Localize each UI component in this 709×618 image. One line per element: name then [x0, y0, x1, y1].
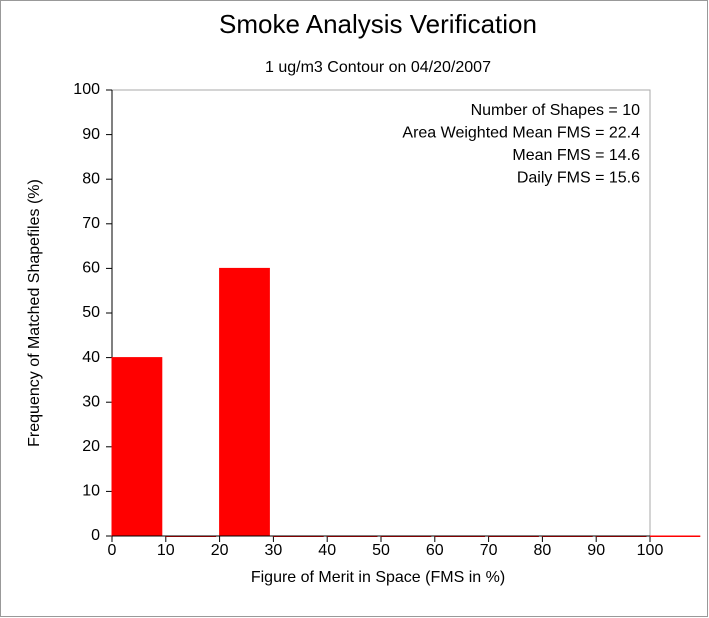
bar: [219, 267, 270, 537]
y-tick-label: 100: [73, 81, 100, 98]
x-tick-label: 40: [318, 542, 336, 559]
y-tick-label: 60: [82, 260, 100, 277]
y-tick-label: 10: [82, 483, 100, 500]
bar: [111, 357, 163, 537]
x-tick-label: 90: [587, 542, 605, 559]
y-tick-label: 20: [82, 438, 100, 455]
y-tick-label: 0: [91, 527, 100, 544]
bar: [649, 535, 701, 537]
y-tick-label: 50: [82, 304, 100, 321]
annotation: Daily FMS = 15.6: [517, 170, 640, 187]
x-tick-label: 100: [637, 542, 664, 559]
y-tick-label: 90: [82, 126, 100, 143]
annotation: Area Weighted Mean FMS = 22.4: [402, 125, 640, 142]
y-tick-label: 70: [82, 215, 100, 232]
x-tick-label: 30: [265, 542, 283, 559]
x-axis-label: Figure of Merit in Space (FMS in %): [251, 569, 505, 586]
annotation: Mean FMS = 14.6: [512, 147, 640, 164]
annotation: Number of Shapes = 10: [471, 102, 641, 119]
y-axis-label: Frequency of Matched Shapefiles (%): [26, 179, 43, 447]
x-tick-label: 60: [426, 542, 444, 559]
y-tick-label: 40: [82, 349, 100, 366]
x-tick-label: 0: [108, 542, 117, 559]
y-tick-label: 30: [82, 393, 100, 410]
chart-subtitle: 1 ug/m3 Contour on 04/20/2007: [265, 59, 491, 76]
x-tick-label: 70: [480, 542, 498, 559]
x-tick-label: 50: [372, 542, 390, 559]
x-tick-label: 10: [157, 542, 175, 559]
chart-title: Smoke Analysis Verification: [219, 9, 537, 39]
y-tick-label: 80: [82, 170, 100, 187]
x-tick-label: 80: [534, 542, 552, 559]
x-tick-label: 20: [211, 542, 229, 559]
